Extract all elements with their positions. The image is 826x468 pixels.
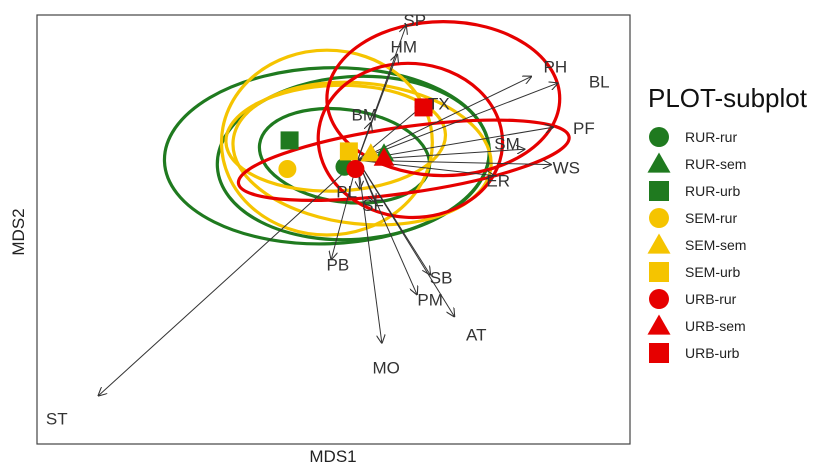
centroid-layer: [278, 98, 433, 178]
legend-label-sem-urb: SEM-urb: [685, 264, 740, 280]
vector-label-pm: PM: [417, 290, 443, 309]
vector-ph: [357, 77, 532, 161]
vector-label-layer: SP HM PH BL TX BM PF SM WS ER PL SF PB SB PM AT MO ST: [46, 11, 610, 428]
centroid-sem-rur: [278, 160, 297, 178]
centroid-urb-urb: [414, 98, 433, 117]
legend-label-rur-rur: RUR-rur: [685, 129, 737, 145]
vector-label-pf: PF: [573, 119, 595, 138]
vector-label-sb: SB: [430, 268, 453, 287]
vector-label-hm: HM: [391, 37, 417, 56]
ellipse-urb-rur: [236, 118, 571, 202]
legend-marker-sem-rur: [649, 208, 669, 228]
legend-label-rur-urb: RUR-urb: [685, 183, 740, 199]
legend-label-urb-sem: URB-sem: [685, 318, 746, 334]
centroid-urb-sem: [373, 147, 395, 166]
legend-label-urb-rur: URB-rur: [685, 291, 737, 307]
vector-label-st: ST: [46, 409, 68, 428]
y-axis-title: MDS2: [9, 208, 28, 255]
vector-label-mo: MO: [373, 359, 400, 378]
vector-label-ws: WS: [553, 158, 580, 177]
vector-bl: [357, 83, 558, 161]
ellipse-sem-urb: [224, 83, 448, 193]
legend-label-sem-rur: SEM-rur: [685, 210, 737, 226]
vector-label-pl: PL: [336, 183, 357, 202]
centroid-rur-urb: [280, 131, 299, 150]
vector-label-tx: TX: [428, 95, 450, 114]
vector-label-bl: BL: [589, 73, 610, 92]
centroid-sem-urb: [339, 142, 358, 161]
ellipse-urb-urb: [325, 19, 562, 178]
vector-bm: [357, 123, 371, 161]
legend-marker-urb-rur: [649, 289, 669, 309]
x-axis-title: MDS1: [309, 447, 356, 466]
vector-label-at: AT: [466, 326, 486, 345]
vector-label-bm: BM: [351, 106, 377, 125]
legend-marker-rur-sem: [647, 152, 671, 173]
vector-label-er: ER: [486, 172, 510, 191]
vector-label-sp: SP: [403, 11, 426, 30]
centroid-urb-rur: [346, 160, 365, 178]
ellipse-urb-sem: [316, 61, 505, 220]
ellipse-sem-sem: [231, 80, 493, 227]
vector-mo: [357, 160, 382, 343]
legend-marker-rur-urb: [649, 181, 669, 201]
legend-marker-sem-urb: [649, 262, 669, 282]
legend-label-rur-sem: RUR-sem: [685, 156, 746, 172]
ellipse-layer: [162, 19, 571, 246]
centroid-sem-sem: [360, 143, 382, 162]
vector-st: [98, 159, 358, 395]
vector-label-sf: SF: [362, 196, 384, 215]
vector-label-sm: SM: [494, 134, 520, 153]
legend: PLOT-subplot RUR-rur RUR-sem RUR-urb SEM-ru…: [647, 83, 808, 363]
vector-pm: [357, 159, 417, 294]
legend-marker-rur-rur: [649, 127, 669, 147]
legend-label-sem-sem: SEM-sem: [685, 237, 746, 253]
vector-at: [357, 159, 455, 316]
legend-marker-urb-sem: [647, 314, 671, 335]
legend-title: PLOT-subplot: [648, 83, 808, 113]
legend-marker-sem-sem: [647, 233, 671, 254]
vector-label-pb: PB: [327, 255, 350, 274]
legend-label-urb-urb: URB-urb: [685, 345, 740, 361]
legend-marker-urb-urb: [649, 343, 669, 363]
vector-label-ph: PH: [544, 57, 568, 76]
ellipse-sem-rur: [219, 48, 434, 237]
